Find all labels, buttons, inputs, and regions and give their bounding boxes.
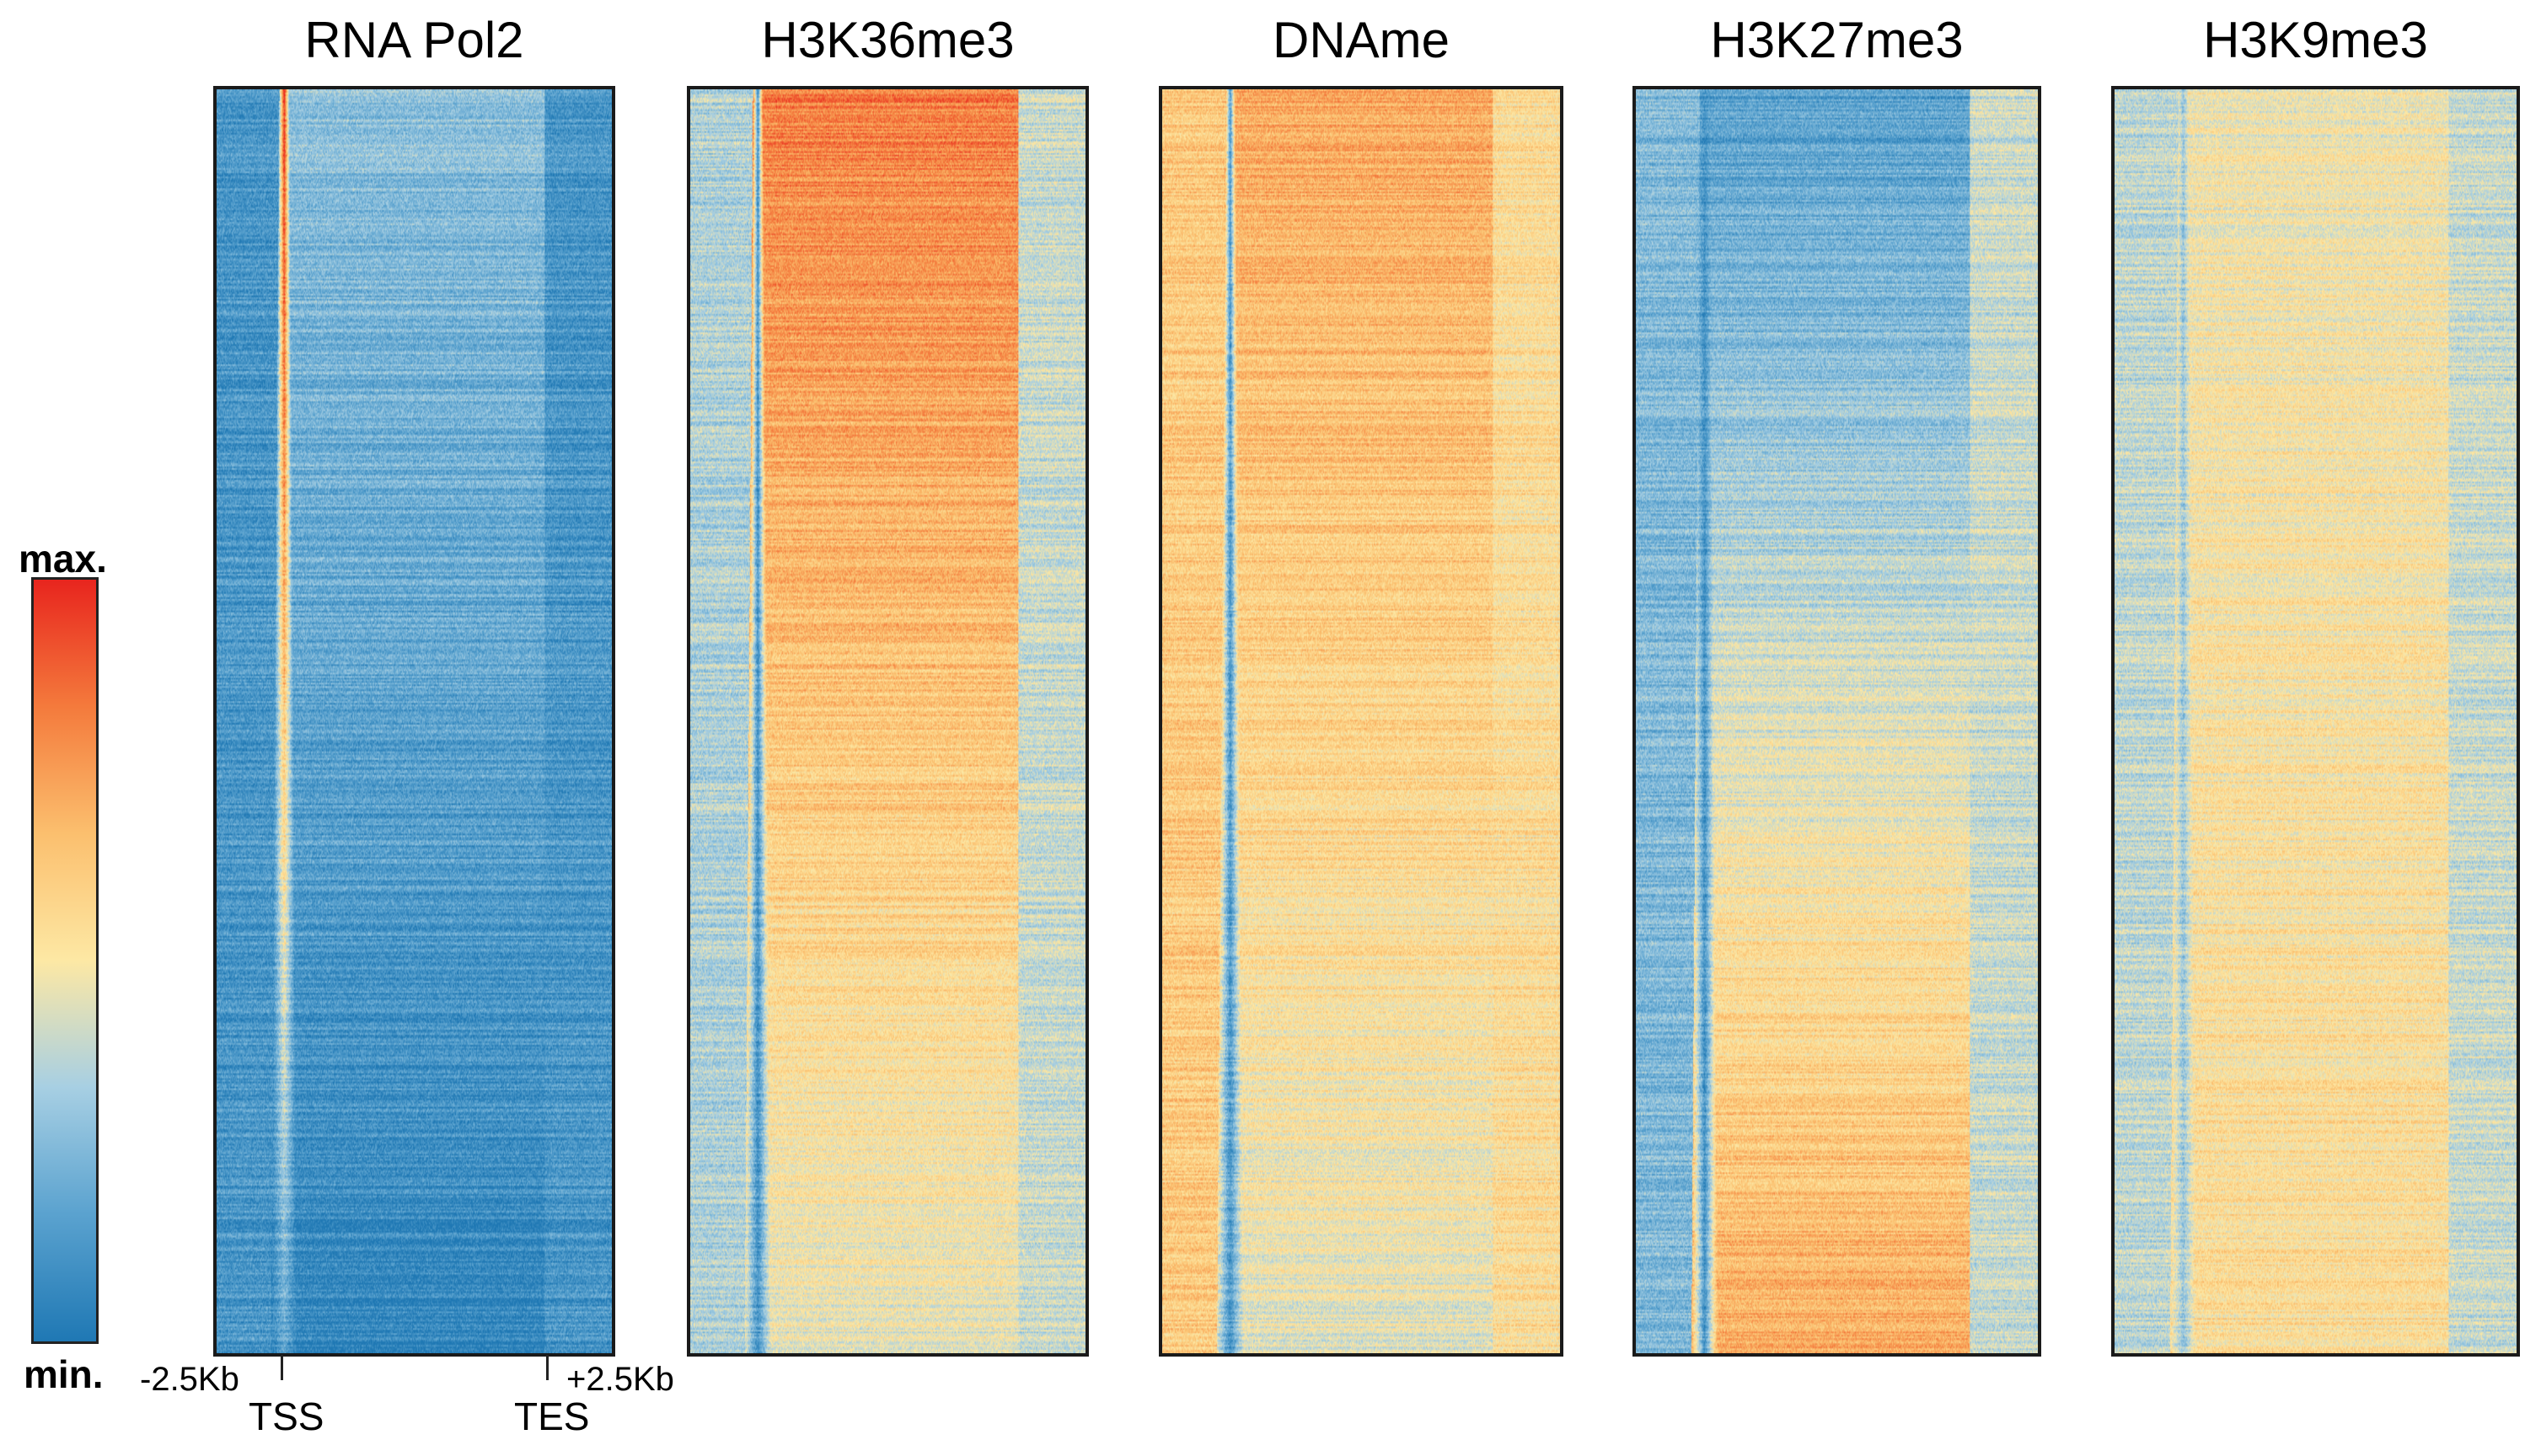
panel-title-rna-pol2: RNA Pol2	[304, 12, 524, 68]
heatmap-canvas-h3k9me3	[2115, 89, 2517, 1353]
panel-title-h3k27me3: H3K27me3	[1710, 12, 1964, 68]
heatmap-h3k27me3	[1632, 86, 2041, 1357]
panel-title-h3k9me3: H3K9me3	[2203, 12, 2428, 68]
panel-title-dname: DNAme	[1272, 12, 1450, 68]
heatmap-rna-pol2	[213, 86, 615, 1357]
heatmap-dname	[1159, 86, 1563, 1357]
panel-title-h3k36me3: H3K36me3	[761, 12, 1015, 68]
heatmap-canvas-rna-pol2	[217, 89, 612, 1353]
colorbar	[31, 577, 99, 1344]
heatmap-h3k9me3	[2111, 86, 2520, 1357]
tes-label: TES	[514, 1394, 590, 1438]
heatmap-canvas-h3k36me3	[690, 89, 1086, 1353]
tss-tick	[281, 1355, 283, 1380]
x-axis-right-label: +2.5Kb	[566, 1361, 674, 1398]
heatmap-canvas-dname	[1162, 89, 1560, 1353]
tes-tick	[546, 1355, 549, 1380]
colorbar-max-label: max.	[19, 537, 107, 581]
tss-label: TSS	[249, 1394, 324, 1438]
heatmap-canvas-h3k27me3	[1636, 89, 2038, 1353]
heatmap-h3k36me3	[687, 86, 1089, 1357]
x-axis-left-label: -2.5Kb	[140, 1361, 239, 1398]
colorbar-min-label: min.	[24, 1352, 104, 1396]
